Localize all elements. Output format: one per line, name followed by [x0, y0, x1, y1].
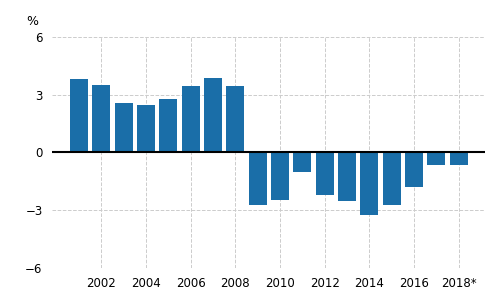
- Bar: [294, 152, 311, 172]
- Bar: [160, 99, 177, 152]
- Bar: [249, 152, 267, 205]
- Bar: [360, 152, 378, 215]
- Bar: [137, 105, 155, 152]
- Bar: [405, 152, 423, 187]
- Bar: [70, 79, 88, 152]
- Bar: [226, 86, 245, 152]
- Bar: [182, 86, 200, 152]
- Bar: [427, 152, 445, 165]
- Bar: [271, 152, 289, 200]
- Text: %: %: [27, 15, 38, 28]
- Bar: [92, 85, 110, 152]
- Bar: [204, 78, 222, 152]
- Bar: [450, 152, 467, 165]
- Bar: [383, 152, 401, 205]
- Bar: [316, 152, 333, 194]
- Bar: [115, 103, 133, 152]
- Bar: [338, 152, 356, 201]
